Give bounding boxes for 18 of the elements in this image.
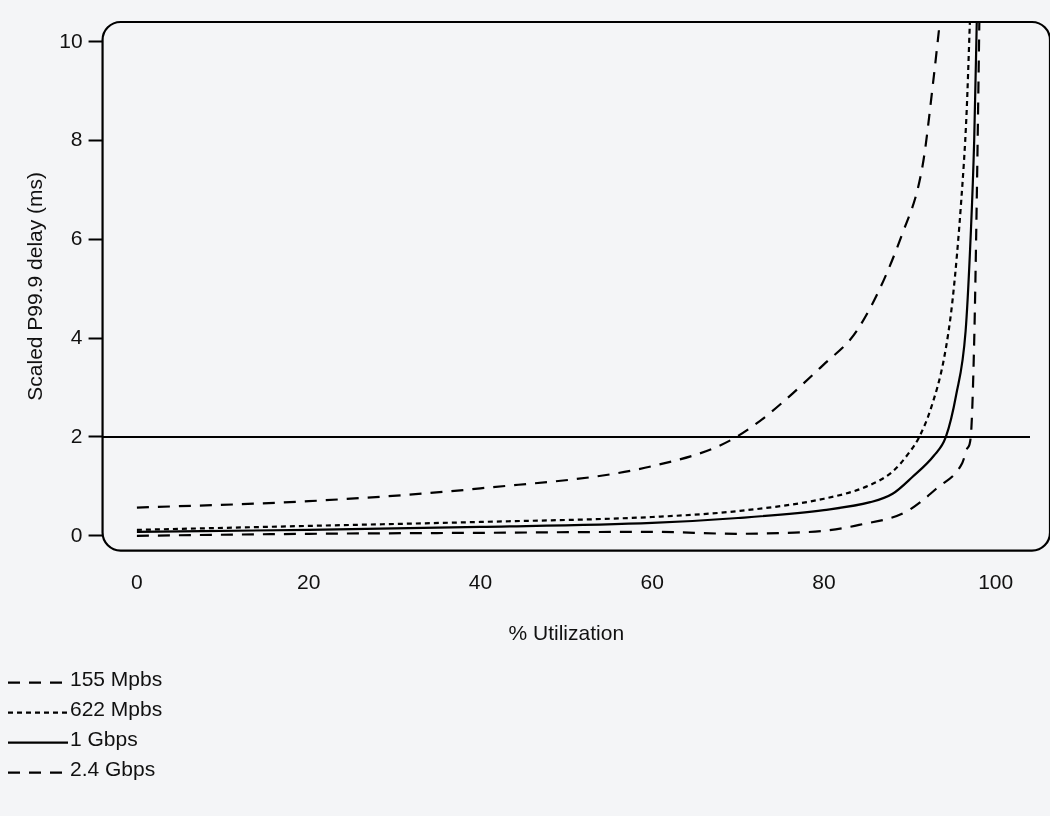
legend-label: 622 Mpbs (70, 697, 163, 721)
y-tick-label: 6 (70, 226, 83, 250)
legend-label: 2.4 Gbps (70, 757, 156, 781)
x-tick-label: 0 (131, 570, 143, 593)
y-tick-label: 2 (70, 423, 83, 447)
x-axis-title: % Utilization (508, 621, 625, 645)
legend-label: 155 Mpbs (70, 667, 163, 691)
y-tick-label: 8 (70, 127, 83, 151)
legend-label: 1 Gbps (70, 727, 138, 751)
x-tick-label: 100 (978, 570, 1014, 593)
x-tick-label: 20 (296, 570, 321, 593)
y-axis-title: Scaled P99.9 delay (ms) (23, 171, 47, 401)
x-tick-label: 60 (640, 570, 664, 593)
x-tick-label: 40 (468, 570, 493, 593)
y-tick-label: 10 (59, 28, 83, 52)
y-tick-label: 0 (70, 522, 83, 546)
y-tick-label: 4 (70, 324, 83, 348)
x-tick-label: 80 (812, 570, 836, 593)
